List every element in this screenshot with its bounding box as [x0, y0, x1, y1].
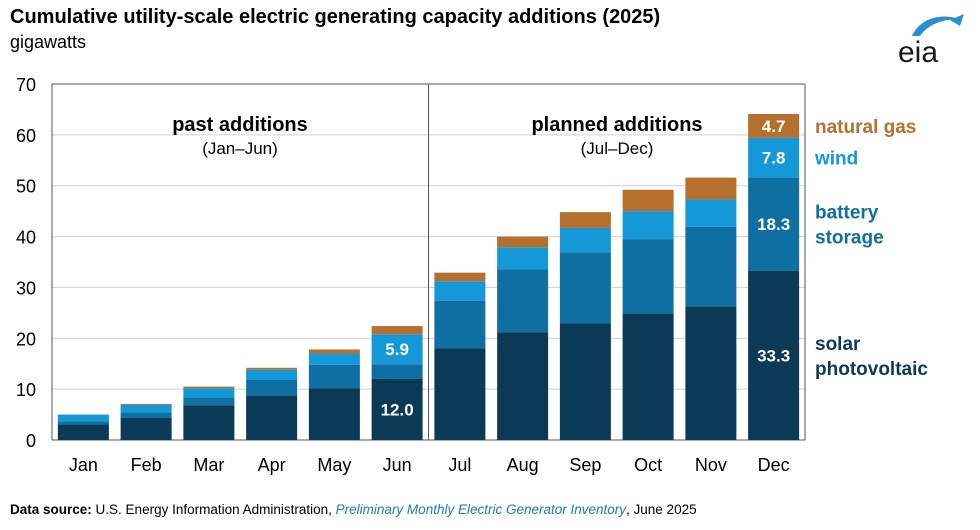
bar-solar-sep [559, 323, 611, 440]
x-tick-label: Nov [695, 455, 727, 475]
data-label-wind-dec: 7.8 [762, 149, 786, 168]
bar-wind-jan [57, 414, 109, 422]
x-tick-label: Apr [258, 455, 286, 475]
x-tick-label: Jun [383, 455, 412, 475]
bar-solar-oct [622, 313, 674, 440]
x-tick-label: Feb [131, 455, 162, 475]
bar-battery-sep [559, 252, 611, 324]
stacked-bar-chart: 0 10 20 30 40 50 60 70 12.0 5.9 33.3 18.3 7.8 4.7 Ja… [16, 75, 928, 475]
x-tick-label: Dec [758, 455, 790, 475]
y-tick-label: 20 [16, 329, 36, 349]
bar-wind-mar [183, 388, 235, 398]
legend-solar: solar photovoltaic [815, 334, 928, 380]
past-additions-range: (Jan–Jun) [202, 139, 278, 158]
bar-battery-jun [371, 364, 423, 379]
data-label-gas-dec: 4.7 [762, 117, 786, 136]
y-tick-label: 40 [16, 228, 36, 248]
bar-solar-jun [371, 378, 423, 440]
y-tick-label: 10 [16, 380, 36, 400]
eia-logo: eia [898, 14, 964, 69]
source-org: U.S. Energy Information Administration, [95, 502, 332, 517]
bar-wind-oct [622, 211, 674, 240]
bar-wind-feb [120, 404, 172, 413]
bar-gas-feb [120, 403, 172, 405]
bar-wind-jul [434, 281, 486, 301]
bar-wind-may [308, 353, 360, 365]
data-label-solar-jun: 12.0 [381, 400, 414, 419]
bar-battery-feb [120, 412, 172, 418]
bar-solar-feb [120, 417, 172, 440]
legend-battery: battery storage [815, 203, 884, 249]
y-tick-label: 50 [16, 177, 36, 197]
bar-battery-jul [434, 300, 486, 349]
data-label-solar-dec: 33.3 [757, 346, 790, 365]
bar-gas-dec [748, 114, 800, 138]
bar-solar-mar [183, 405, 235, 440]
planned-additions-title: planned additions [531, 114, 702, 136]
bar-battery-jan [57, 421, 109, 425]
bar-battery-apr [246, 379, 298, 396]
bar-solar-apr [246, 395, 298, 440]
bar-wind-apr [246, 369, 298, 380]
bars: 12.0 5.9 33.3 18.3 7.8 4.7 [57, 114, 800, 440]
bar-wind-jun [371, 334, 423, 365]
bar-gas-oct [622, 189, 674, 212]
chart-title: Cumulative utility-scale electric genera… [10, 6, 661, 28]
y-tick-label: 60 [16, 126, 36, 146]
bar-wind-dec [748, 137, 800, 178]
y-tick-label: 0 [26, 431, 36, 451]
source-date: , June 2025 [626, 502, 697, 517]
bar-solar-jul [434, 348, 486, 440]
bar-battery-oct [622, 239, 674, 314]
bar-gas-may [308, 349, 360, 354]
x-tick-label: Aug [507, 455, 539, 475]
bar-gas-sep [559, 212, 611, 228]
bar-battery-dec [748, 177, 800, 271]
bar-battery-nov [685, 226, 737, 307]
bar-wind-nov [685, 199, 737, 227]
data-label-wind-jun: 5.9 [385, 340, 409, 359]
legend: natural gas wind battery storage solar photov… [814, 117, 928, 380]
source-label: Data source: [10, 502, 92, 517]
y-axis: 0 10 20 30 40 50 60 70 [16, 75, 806, 451]
bar-gas-jun [371, 326, 423, 335]
past-additions-title: past additions [172, 114, 308, 136]
x-tick-label: Sep [569, 455, 601, 475]
bar-gas-aug [497, 236, 549, 248]
legend-wind: wind [814, 149, 858, 170]
bar-wind-aug [497, 247, 549, 270]
bar-gas-nov [685, 177, 737, 200]
bar-gas-apr [246, 367, 298, 370]
chart-subtitle: gigawatts [10, 32, 87, 52]
data-source-note: Data source: U.S. Energy Information Adm… [10, 502, 697, 517]
bar-gas-mar [183, 386, 235, 389]
x-tick-label: May [317, 455, 351, 475]
x-tick-label: Mar [193, 455, 224, 475]
bar-wind-sep [559, 227, 611, 253]
period-annotations: past additions (Jan–Jun) planned additio… [172, 114, 702, 158]
y-tick-label: 70 [16, 75, 36, 95]
data-label-battery-dec: 18.3 [757, 215, 790, 234]
eia-logo-text: eia [898, 36, 938, 69]
x-tick-label: Jul [448, 455, 471, 475]
bar-gas-jul [434, 272, 486, 282]
bar-battery-mar [183, 397, 235, 406]
planned-additions-range: (Jul–Dec) [581, 139, 654, 158]
bar-solar-aug [497, 332, 549, 440]
bar-solar-dec [748, 270, 800, 440]
bar-battery-aug [497, 269, 549, 333]
legend-gas: natural gas [815, 117, 916, 138]
bar-solar-nov [685, 306, 737, 440]
x-tick-label: Oct [634, 455, 662, 475]
y-tick-label: 30 [16, 278, 36, 298]
source-publication-link[interactable]: Preliminary Monthly Electric Generator I… [335, 502, 627, 517]
bar-solar-jan [57, 424, 109, 440]
bar-solar-may [308, 388, 360, 440]
bar-battery-may [308, 364, 360, 389]
x-axis: Jan Feb Mar Apr May Jun Jul Aug Sep Oct Nov Dec [69, 455, 790, 475]
x-tick-label: Jan [69, 455, 98, 475]
